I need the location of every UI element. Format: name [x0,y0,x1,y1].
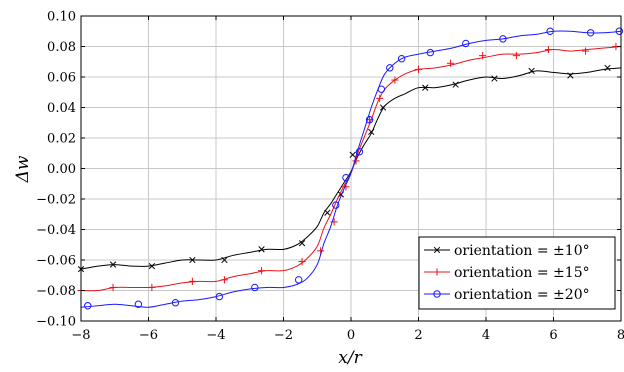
ticks [80,15,622,322]
legend-label: orientation = ±10° [454,243,590,259]
series-2-point [148,283,156,292]
series-3-point [386,64,394,72]
series-3-point [462,39,470,48]
series-2-point [109,283,117,292]
tick-labels: −8 −6 −4 −2 0 2 4 6 8 −0.10 −0.08 −0.06 −0.04 −0.02 0.… [36,10,624,344]
legend-entries: orientation = ±10° orientation = ±15° orie… [424,243,590,303]
series-3-point [251,283,259,292]
series-2-point [257,267,266,275]
x-tick-label: 6 [549,328,557,343]
series-2-point [352,157,360,165]
series-1-point [422,84,429,91]
series-3-point [546,27,554,35]
x-tick-label: 8 [617,328,624,343]
series-1-point [298,240,306,247]
series-1-point [148,262,156,270]
series-2-point [446,59,455,67]
series-3-point [365,116,374,124]
y-tick-label: −0.10 [36,315,76,330]
series-1-point [258,246,265,253]
series-1-point [324,209,331,216]
series-3-point [215,292,224,301]
series-layer [77,27,624,310]
series-2-point [220,276,229,284]
y-tick-label: 0.02 [47,132,76,147]
y-tick-label: −0.06 [36,254,76,269]
series-3-point [397,55,406,63]
legend-swatch-marker [433,290,441,298]
series-3-point [332,201,340,209]
series-3-point [499,35,507,43]
legend-label: orientation = ±15° [454,265,590,281]
series-3-point [171,299,180,307]
series-1-point [452,81,459,88]
x-axis-label: x/r [338,348,362,368]
legend-label: orientation = ±20° [454,287,590,303]
x-tick-label: −8 [71,328,90,343]
y-tick-label: 0.08 [47,40,76,55]
series-2-point [376,94,384,102]
series-1-point [491,75,498,82]
series-1-point [604,64,611,72]
series-1-point [368,128,375,136]
series-3-point [377,85,386,93]
series-2-point [512,52,520,60]
y-tick-label: 0.04 [47,101,76,116]
x-tick-label: 0 [347,328,355,343]
y-tick-label: 0.00 [47,162,76,177]
series-2-point [414,65,423,73]
y-axis-label: Δw [13,155,33,183]
legend-entry-3: orientation = ±20° [424,287,590,303]
legend-swatch-marker [433,268,441,276]
x-tick-label: −6 [139,328,158,343]
x-tick-label: −4 [206,328,225,343]
series-1-point [349,151,356,158]
series-3 [80,27,624,310]
series-1-point [109,261,117,268]
series-1-point [528,67,535,75]
series-3-point [355,148,364,156]
legend-entry-1: orientation = ±10° [424,243,590,259]
series-1-point [189,256,196,264]
legend-swatch-marker [433,246,441,254]
series-2-point [479,52,487,60]
legend: orientation = ±10° orientation = ±15° orie… [418,236,616,310]
legend-entry-2: orientation = ±15° [424,265,590,281]
series-2-point [330,218,338,226]
y-tick-label: −0.04 [36,223,76,238]
x-tick-label: 2 [414,328,422,343]
series-1-point [567,72,574,79]
series-3-point [134,300,143,308]
legend-box [418,236,616,310]
series-2-point [188,277,196,285]
x-tick-label: −2 [274,328,293,343]
series-1-point [221,256,228,264]
series-2-point [581,47,590,55]
series-3-point [84,302,92,310]
series-3-point [586,29,595,37]
y-tick-label: 0.10 [47,10,76,25]
series-1-point [379,104,387,111]
series-3-line [80,30,622,308]
y-tick-label: −0.02 [36,193,76,208]
y-tick-label: −0.08 [36,284,76,299]
series-2-point [391,76,399,84]
series-2-point [298,257,306,266]
series-3-point [426,48,435,57]
series-3-point [342,173,350,182]
series-2-point [544,45,553,54]
series-3-point [294,276,303,284]
y-tick-label: 0.06 [47,71,76,86]
series-3-point [615,27,624,35]
x-tick-label: 4 [482,328,490,343]
